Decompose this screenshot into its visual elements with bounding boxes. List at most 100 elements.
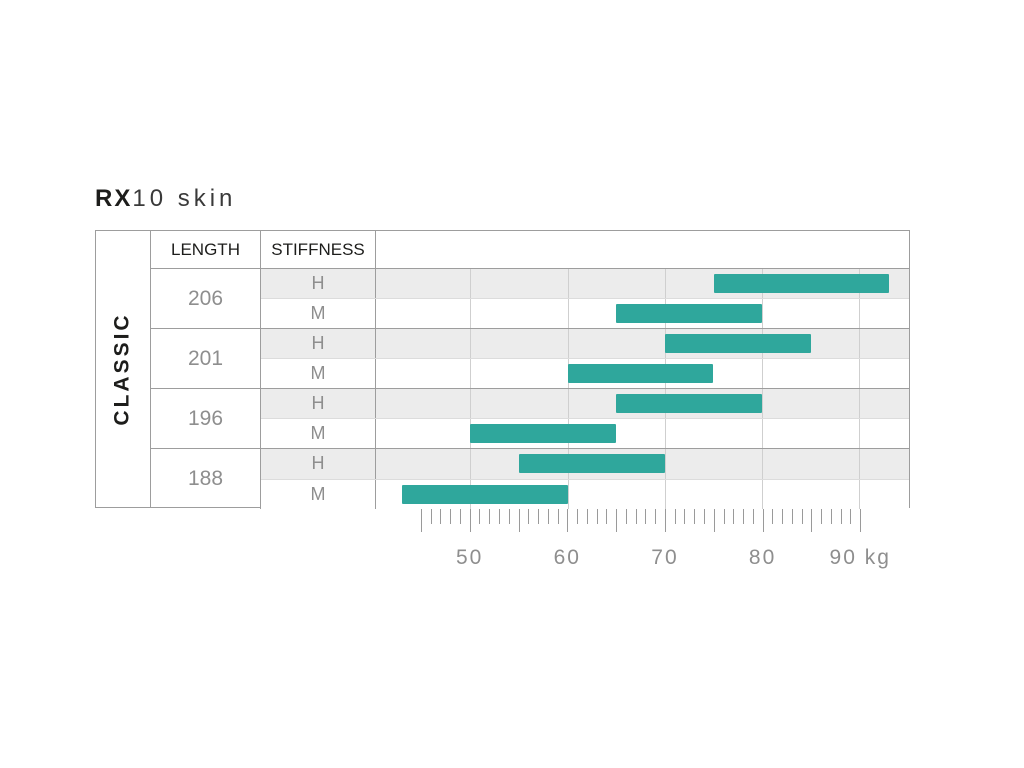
axis-tick — [635, 509, 637, 524]
axis-tick — [606, 509, 608, 524]
table-body: 206 H M 201 H M 196 H M 188 H M — [151, 269, 909, 509]
axis-tick — [616, 509, 618, 532]
axis-tick — [704, 509, 705, 524]
stiffness-row: H — [261, 269, 909, 299]
axis-tick — [791, 509, 793, 524]
axis-tick — [733, 509, 735, 524]
axis-tick — [479, 509, 481, 524]
axis-tick — [586, 509, 588, 524]
chart-title-model: RX — [95, 185, 133, 212]
axis-tick — [489, 509, 491, 524]
axis-label: 70 — [651, 546, 679, 569]
axis-tick — [567, 509, 569, 532]
gridline — [762, 359, 764, 388]
weight-range-cell — [376, 299, 909, 328]
axis-tick — [723, 509, 725, 524]
weight-range-cell — [376, 479, 909, 509]
weight-bar — [470, 424, 617, 443]
stiffness-row: M — [261, 299, 909, 328]
axis-tick — [459, 509, 461, 524]
stiffness-row: M — [261, 359, 909, 388]
weight-bar — [518, 454, 665, 473]
axis-tick — [420, 509, 422, 532]
axis-tick — [801, 509, 803, 524]
gridline — [664, 449, 666, 479]
axis-tick — [577, 509, 579, 524]
axis-tick — [547, 509, 549, 524]
gridline — [470, 359, 472, 388]
weight-bar — [664, 334, 811, 353]
weight-range-cell — [376, 389, 909, 418]
gridline — [567, 299, 569, 328]
axis-tick — [713, 509, 715, 532]
axis-tick — [782, 509, 784, 524]
axis-tick — [674, 509, 676, 524]
gridline — [859, 329, 861, 358]
gridline — [664, 269, 666, 298]
gridline — [567, 329, 569, 358]
weight-bar — [616, 304, 763, 323]
axis-tick — [498, 509, 500, 524]
stiffness-row: H — [261, 329, 909, 359]
length-value: 206 — [151, 269, 261, 328]
chart-title: RX10 skin — [95, 185, 236, 213]
stiffness-value: M — [261, 419, 376, 448]
axis-tick — [469, 509, 471, 532]
chart-header-spacer — [376, 231, 909, 268]
stiffness-row: M — [261, 419, 909, 448]
axis-label: 80 — [748, 546, 777, 569]
axis-tick — [664, 509, 666, 532]
length-column-header: LENGTH — [151, 231, 261, 268]
gridline — [470, 449, 472, 479]
length-group: 196 H M — [151, 389, 909, 449]
gridline — [762, 479, 764, 509]
gridline — [762, 419, 764, 448]
length-group: 188 H M — [151, 449, 909, 509]
axis-tick — [694, 509, 696, 524]
gridline — [859, 359, 861, 388]
stiffness-value: M — [261, 479, 376, 509]
axis-tick — [850, 509, 852, 524]
chart-title-variant: 10 skin — [132, 185, 237, 212]
axis-tick — [860, 509, 862, 532]
stiffness-value: H — [261, 329, 376, 358]
axis-tick — [440, 509, 442, 524]
gridline — [664, 479, 666, 509]
axis-tick — [743, 509, 745, 524]
gridline — [859, 419, 861, 448]
axis-tick — [430, 509, 432, 524]
table-header-row: LENGTH STIFFNESS — [151, 231, 909, 269]
axis-tick — [655, 509, 657, 524]
gridline — [470, 329, 472, 358]
axis-tick — [596, 509, 598, 524]
gridline — [859, 299, 861, 328]
stiffness-column-header: STIFFNESS — [261, 231, 376, 268]
stiffness-value: H — [261, 269, 376, 298]
stiffness-row: H — [261, 389, 909, 419]
length-value: 196 — [151, 389, 261, 448]
gridline — [859, 449, 861, 479]
gridline — [470, 299, 472, 328]
weight-range-cell — [376, 269, 909, 298]
category-label: CLASSIC — [111, 312, 134, 426]
axis-tick — [772, 509, 774, 524]
axis-label: 60 — [553, 546, 581, 569]
axis-tick — [645, 509, 647, 524]
axis-ruler — [375, 509, 910, 535]
gridline — [762, 299, 764, 328]
axis-tick — [762, 509, 764, 532]
axis-tick — [557, 509, 559, 524]
axis-tick — [840, 509, 842, 524]
stiffness-value: M — [261, 359, 376, 388]
stiffness-row: M — [261, 479, 909, 509]
length-group: 206 H M — [151, 269, 909, 329]
axis-tick — [811, 509, 813, 532]
length-group: 201 H M — [151, 329, 909, 389]
gridline — [567, 269, 569, 298]
gridline — [859, 479, 861, 509]
axis-labels: 50 60 70 80 90 kg — [375, 546, 910, 576]
weight-bar — [616, 394, 763, 413]
